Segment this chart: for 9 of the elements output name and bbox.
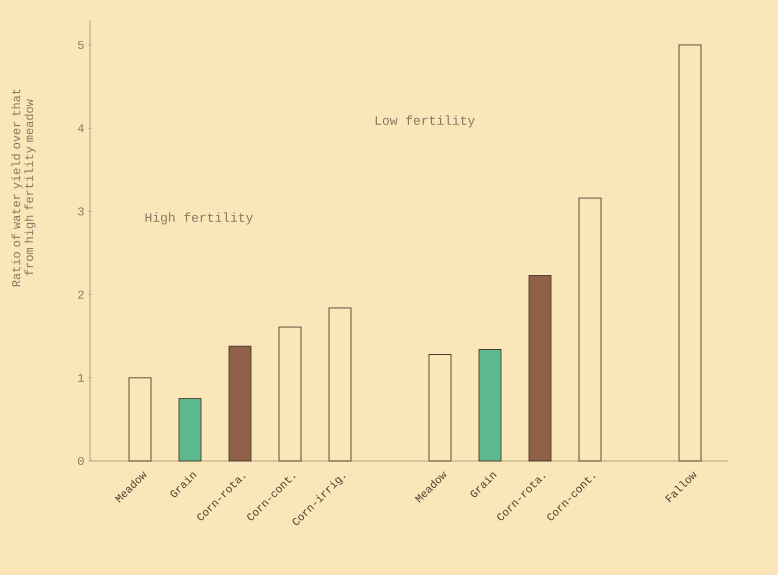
annotation: High fertility bbox=[146, 212, 253, 224]
y-tick-label: 2 bbox=[78, 290, 84, 299]
y-tick-label: 5 bbox=[78, 40, 84, 49]
y-tick-label: 3 bbox=[78, 207, 84, 216]
y-tick-label: 1 bbox=[78, 374, 84, 382]
annotation: Low fertility bbox=[376, 115, 475, 128]
y-axis-title: Ratio of water yield over that from high fertility meadow bbox=[11, 89, 36, 286]
y-tick-label: 0 bbox=[78, 456, 84, 466]
y-tick-label: 4 bbox=[78, 124, 84, 132]
